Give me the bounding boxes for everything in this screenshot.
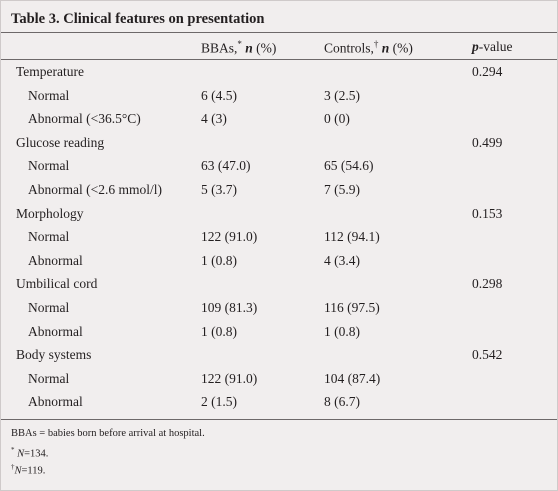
footnote-bbas-n: * N=134. bbox=[11, 446, 49, 460]
row-sublabel: Normal bbox=[28, 158, 70, 173]
row-group-label: Body systems bbox=[16, 347, 92, 362]
row-sublabel: Abnormal (<2.6 mmol/l) bbox=[28, 182, 162, 197]
row-group-label: Glucose reading bbox=[16, 135, 105, 150]
cell-bbas: 4 (3) bbox=[201, 111, 227, 126]
cell-bbas: 122 (91.0) bbox=[201, 229, 258, 244]
cell-controls: 104 (87.4) bbox=[324, 371, 381, 386]
cell-controls: 4 (3.4) bbox=[324, 253, 360, 268]
cell-p-value: 0.298 bbox=[472, 276, 503, 291]
row-sublabel: Abnormal (<36.5°C) bbox=[28, 111, 141, 126]
footer-rule bbox=[1, 419, 557, 420]
cell-controls: 7 (5.9) bbox=[324, 182, 360, 197]
header-bbas: BBAs,* n (%) bbox=[201, 39, 277, 56]
row-sublabel: Normal bbox=[28, 371, 70, 386]
cell-controls: 112 (94.1) bbox=[324, 229, 380, 244]
row-group-label: Umbilical cord bbox=[16, 276, 98, 291]
header-p-value: p-value bbox=[472, 39, 513, 54]
header-rule bbox=[1, 59, 557, 60]
cell-controls: 0 (0) bbox=[324, 111, 350, 126]
cell-bbas: 6 (4.5) bbox=[201, 88, 237, 103]
row-sublabel: Abnormal bbox=[28, 394, 83, 409]
header-controls: Controls,† n (%) bbox=[324, 39, 413, 56]
cell-controls: 3 (2.5) bbox=[324, 88, 360, 103]
table-title: Table 3. Clinical features on presentati… bbox=[11, 11, 265, 27]
cell-bbas: 1 (0.8) bbox=[201, 324, 237, 339]
cell-bbas: 1 (0.8) bbox=[201, 253, 237, 268]
cell-controls: 65 (54.6) bbox=[324, 158, 374, 173]
cell-bbas: 63 (47.0) bbox=[201, 158, 251, 173]
row-sublabel: Abnormal bbox=[28, 253, 83, 268]
cell-bbas: 109 (81.3) bbox=[201, 300, 258, 315]
row-sublabel: Normal bbox=[28, 229, 70, 244]
cell-p-value: 0.294 bbox=[472, 64, 503, 79]
cell-controls: 116 (97.5) bbox=[324, 300, 380, 315]
row-group-label: Morphology bbox=[16, 206, 84, 221]
row-group-label: Temperature bbox=[16, 64, 85, 79]
cell-controls: 1 (0.8) bbox=[324, 324, 360, 339]
cell-p-value: 0.153 bbox=[472, 206, 503, 221]
cell-bbas: 122 (91.0) bbox=[201, 371, 258, 386]
row-sublabel: Normal bbox=[28, 88, 70, 103]
row-sublabel: Abnormal bbox=[28, 324, 83, 339]
footnote-controls-n: †N=119. bbox=[11, 463, 46, 477]
cell-bbas: 2 (1.5) bbox=[201, 394, 237, 409]
cell-controls: 8 (6.7) bbox=[324, 394, 360, 409]
footnote-abbreviation: BBAs = babies born before arrival at hos… bbox=[11, 428, 205, 439]
row-sublabel: Normal bbox=[28, 300, 70, 315]
cell-p-value: 0.499 bbox=[472, 135, 503, 150]
cell-p-value: 0.542 bbox=[472, 347, 503, 362]
cell-bbas: 5 (3.7) bbox=[201, 182, 237, 197]
title-rule bbox=[1, 32, 557, 33]
